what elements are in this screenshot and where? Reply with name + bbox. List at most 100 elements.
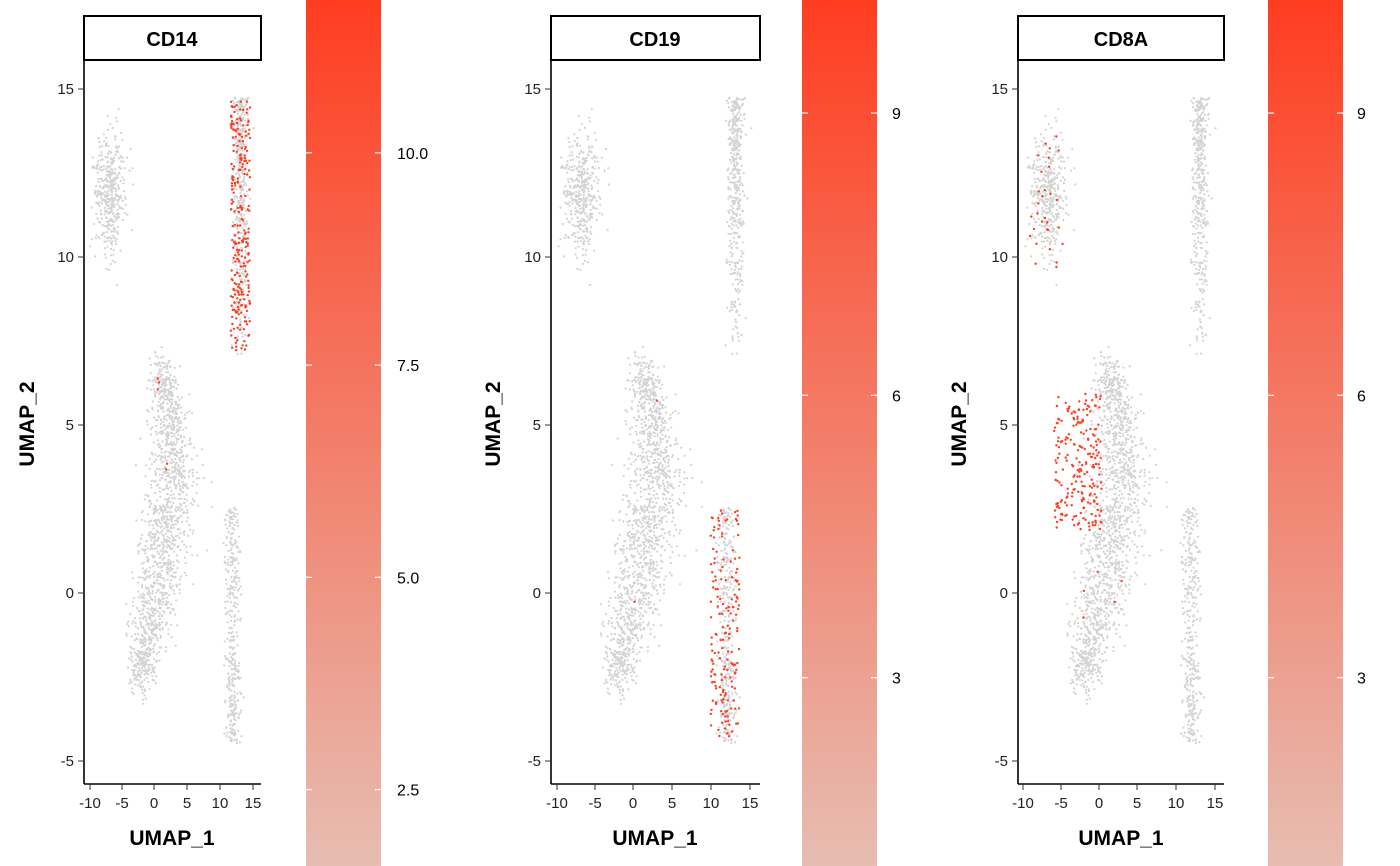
cell-point [154, 480, 158, 483]
cell-point [241, 97, 244, 100]
cell-point [158, 602, 161, 605]
cell-point [114, 190, 118, 193]
cell-point [728, 97, 731, 100]
cell-point [621, 549, 624, 553]
cell-point [174, 644, 177, 647]
expressing-cell-point [237, 301, 241, 304]
cell-point [97, 220, 100, 223]
cell-point [177, 479, 180, 482]
cell-point [95, 185, 98, 188]
cell-point [170, 563, 173, 566]
cell-point [579, 268, 582, 271]
cell-point [110, 237, 113, 240]
cell-point [109, 211, 112, 214]
cell-point [650, 518, 653, 521]
cell-point [158, 473, 161, 476]
cell-point [590, 151, 593, 154]
cell-point [159, 458, 162, 461]
cell-point [174, 400, 177, 403]
cell-point [583, 181, 586, 184]
expressing-cell-point [247, 231, 250, 234]
cell-point [234, 572, 237, 575]
cell-point [233, 731, 237, 734]
cell-point [668, 482, 671, 485]
cell-point [143, 605, 146, 608]
cell-point [192, 480, 195, 484]
cell-point [584, 212, 587, 215]
cell-point [647, 366, 650, 369]
cell-point [159, 646, 163, 649]
cell-point [622, 697, 626, 700]
cell-point [660, 395, 664, 399]
cell-point [683, 454, 686, 457]
cell-point [123, 195, 127, 198]
cell-point [159, 422, 162, 425]
cell-point [159, 636, 162, 639]
cell-point [156, 455, 159, 458]
cell-point [633, 538, 637, 541]
cell-point [130, 646, 133, 650]
cell-point [229, 720, 232, 723]
cell-point [243, 199, 246, 202]
cell-point [169, 476, 172, 479]
cell-point [233, 588, 236, 591]
x-tick: -10 [79, 784, 101, 812]
cell-point [655, 492, 658, 496]
cell-point [161, 586, 164, 590]
cell-point [578, 128, 581, 131]
cell-point [656, 406, 659, 409]
cell-point [163, 611, 166, 614]
cell-point [141, 576, 144, 580]
cell-point [652, 394, 655, 397]
cell-point [619, 685, 622, 688]
cell-point [230, 709, 234, 712]
cell-point [173, 514, 176, 518]
cell-point [164, 478, 167, 481]
cell-point [137, 674, 140, 677]
cell-point [153, 560, 157, 563]
cell-point [651, 612, 655, 615]
cell-point [736, 201, 739, 204]
cell-point [651, 380, 654, 383]
cell-point [629, 539, 632, 542]
cell-point [97, 137, 100, 140]
cell-point [231, 678, 234, 681]
cell-point [637, 410, 640, 413]
cell-point [141, 533, 144, 537]
cell-point [582, 241, 585, 244]
cell-point [643, 460, 646, 463]
cell-point [114, 261, 117, 264]
cell-point [150, 502, 153, 505]
cell-point [640, 636, 643, 639]
cell-point [665, 396, 668, 399]
cell-point [727, 102, 730, 105]
expressing-cell-point [245, 323, 249, 326]
cell-point [141, 612, 144, 615]
cell-point [180, 497, 183, 500]
cell-point [587, 242, 591, 245]
expressing-cell-point [238, 237, 241, 240]
expressing-cell-point [234, 260, 237, 263]
cell-point [155, 609, 158, 612]
cell-point [224, 568, 227, 571]
cell-point [585, 179, 589, 182]
expressing-cell-point [234, 336, 237, 340]
cell-point [642, 558, 645, 561]
cell-point [150, 480, 153, 483]
cell-point [243, 175, 246, 179]
expressing-cell-point [238, 154, 242, 157]
cell-point [576, 142, 579, 145]
cell-point [153, 479, 156, 483]
cell-point [162, 541, 165, 544]
cell-point [624, 419, 627, 423]
cell-point [606, 646, 609, 650]
cell-point [133, 651, 136, 654]
cell-point [156, 579, 159, 582]
cell-point [94, 236, 97, 239]
cell-point [582, 193, 586, 196]
cell-point [98, 168, 101, 171]
cell-point [582, 183, 586, 186]
cell-point [160, 402, 163, 405]
cell-point [101, 202, 104, 205]
cell-point [609, 651, 613, 654]
